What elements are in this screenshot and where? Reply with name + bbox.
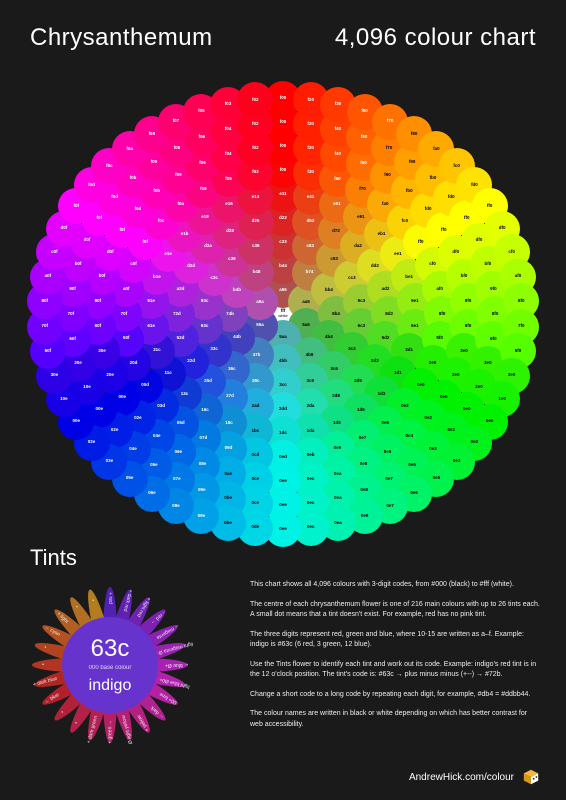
- footer: AndrewHick.com/colour: [409, 768, 540, 786]
- desc-paragraph: This chart shows all 4,096 colours with …: [250, 580, 540, 591]
- tints-center-code: 63c: [91, 635, 130, 663]
- tints-center-sub: 000 base colour: [89, 665, 132, 671]
- tints-heading: Tints: [30, 545, 77, 571]
- footer-url: AndrewHick.com/colour: [409, 772, 514, 783]
- title-left: Chrysanthemum: [30, 24, 213, 52]
- desc-paragraph: Change a short code to a long code by re…: [250, 690, 540, 701]
- hex-color-chart: fffwhitea55aa55a55aa55aa5ab44b74bb48b44b…: [0, 62, 566, 562]
- desc-paragraph: The three digits represent red, green an…: [250, 630, 540, 651]
- desc-paragraph: The centre of each chrysanthemum flower …: [250, 600, 540, 621]
- tints-center-name: indigo: [89, 677, 132, 695]
- tints-center-swatch: 63c 000 base colour indigo: [62, 617, 158, 713]
- description-text: This chart shows all 4,096 colours with …: [250, 580, 540, 739]
- desc-paragraph: Use the Tints flower to identify each ti…: [250, 660, 540, 681]
- tints-flower: + red+ dark red+ light red- red →→ magen…: [20, 575, 200, 755]
- title-right: 4,096 colour chart: [335, 24, 536, 52]
- cube-icon: [522, 768, 540, 786]
- desc-paragraph: The colour names are written in black or…: [250, 709, 540, 730]
